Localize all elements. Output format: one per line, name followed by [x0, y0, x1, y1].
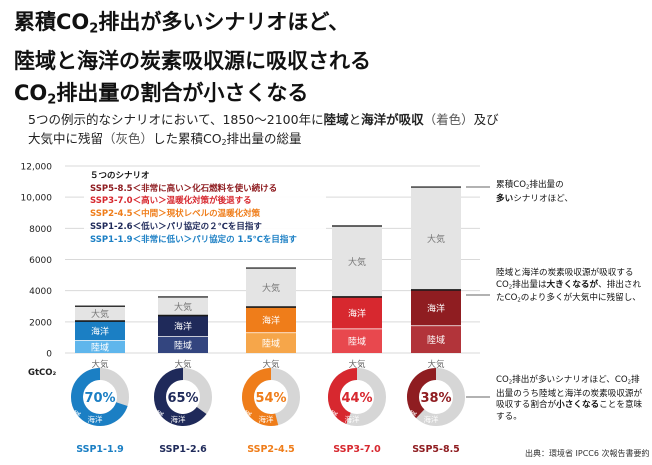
scenario-name: SSP1-1.9 — [76, 444, 124, 455]
y-tick-label: 4000 — [29, 287, 52, 297]
bar-ocean-segment — [158, 315, 208, 337]
scenario-legend: ５つのシナリオ SSP5-8.5＜非常に高い＞化石燃料を使い続ける SSP3-7… — [84, 168, 326, 249]
logo-mark — [600, 7, 646, 17]
legend-item-ssp370: SSP3-7.0＜高い＞温暖化対策が後退する — [90, 196, 252, 207]
y-tick-label: 8000 — [29, 225, 52, 235]
donut-percent-label: 54% — [255, 391, 286, 406]
chart-subtitle: 5つの例示的なシナリオにおいて、1850〜2100年に陸域と海洋が吸収（着色）及… — [28, 112, 499, 147]
scenario-name: SSP1-2.6 — [159, 444, 207, 455]
bar-land-segment — [75, 340, 125, 353]
bar-land-segment — [246, 332, 296, 353]
bar-ocean-segment — [75, 321, 125, 341]
unit-label: GtCO₂ — [28, 368, 57, 378]
scenario-name: SSP5-8.5 — [412, 444, 460, 455]
bar-ocean-segment — [332, 296, 382, 329]
donut-hole — [419, 380, 453, 414]
donut-absorbed-arc — [71, 368, 128, 426]
donut-absorbed-arc — [154, 368, 207, 426]
bar-atmosphere-label: 大気 — [348, 256, 366, 268]
legend-item-ssp245: SSP2-4.5＜中間＞現状レベルの温暖化対策 — [90, 209, 261, 220]
bar-land-label: 陸域 — [262, 337, 280, 349]
note-middle: 陸域と海洋の炭素吸収源が吸収するCO2排出量は大きくなるが、排出されたCO2のよ… — [496, 268, 642, 304]
bar-ocean-label: 海洋 — [174, 321, 192, 333]
y-tick-label: 0 — [46, 350, 52, 360]
bar-land-label: 陸域 — [427, 334, 445, 346]
bar-atmosphere-label: 大気 — [91, 308, 109, 320]
page-title: 累積CO2排出が多いシナリオほど、 陸域と海洋の炭素吸収源に吸収される CO2排… — [14, 6, 554, 117]
donut-hole — [254, 380, 288, 414]
donut-ocean-label: 海洋 — [88, 414, 103, 424]
title-line-2: 陸域と海洋の炭素吸収源に吸収される — [14, 49, 371, 74]
donut-absorbed-arc — [407, 368, 437, 419]
bar-land-label: 陸域 — [91, 341, 109, 353]
legend-item-ssp119: SSP1-1.9＜非常に低い＞パリ協定の 1.5℃を目指す — [90, 234, 297, 245]
donut-atmosphere-label: 大気 — [427, 359, 445, 370]
donut-absorbed-arc — [328, 368, 358, 424]
y-tick-label: 2000 — [29, 318, 52, 328]
donut-ocean-label: 海洋 — [171, 414, 186, 424]
bar-atmosphere-segment — [411, 187, 461, 290]
legend-heading: ５つのシナリオ — [90, 171, 150, 181]
bar-atmosphere-segment — [246, 268, 296, 308]
donut-ocean-label: 海洋 — [345, 414, 360, 424]
bar-atmosphere-segment — [332, 225, 382, 297]
donut-percent-label: 65% — [167, 391, 198, 406]
bar-land-segment — [332, 328, 382, 353]
bar-land-segment — [411, 325, 461, 353]
donut-atmosphere-label: 大気 — [91, 359, 109, 370]
bar-ocean-label: 海洋 — [348, 307, 366, 319]
bar-atmosphere-segment — [75, 306, 125, 322]
bar-ocean-label: 海洋 — [427, 302, 445, 314]
scenario-name: SSP3-7.0 — [333, 444, 381, 455]
bar-ocean-label: 海洋 — [262, 314, 280, 326]
donut-percent-label: 70% — [84, 391, 115, 406]
y-tick-label: 12,000 — [21, 163, 53, 173]
bar-ocean-segment — [246, 307, 296, 333]
bar-atmosphere-label: 大気 — [174, 301, 192, 313]
legend-item-ssp585: SSP5-8.5＜非常に高い＞化石燃料を使い続ける — [90, 183, 278, 194]
donut-absorbed-arc — [242, 368, 279, 426]
donut-hole — [83, 380, 117, 414]
title-line-3: CO2排出量の割合が小さくなる — [14, 81, 309, 108]
title-line-1: 累積CO2排出が多いシナリオほど、 — [14, 10, 350, 37]
note-top: 累積CO2排出量の 多いシナリオほど、 — [496, 180, 573, 204]
donut-atmosphere-label: 大気 — [262, 359, 280, 370]
bar-land-segment — [158, 336, 208, 353]
donut-ocean-label: 海洋 — [259, 414, 274, 424]
donut-percent-label: 38% — [420, 391, 451, 406]
scenario-name: SSP2-4.5 — [247, 444, 295, 455]
donut-hole — [166, 380, 200, 414]
donut-ocean-label: 海洋 — [424, 414, 439, 424]
bar-atmosphere-label: 大気 — [262, 282, 280, 294]
bar-land-label: 陸域 — [174, 339, 192, 351]
bar-ocean-label: 海洋 — [91, 325, 109, 337]
donut-atmosphere-label: 大気 — [174, 359, 192, 370]
donut-atmosphere-label: 大気 — [348, 359, 366, 370]
y-tick-label: 6000 — [29, 256, 52, 266]
legend-item-ssp126: SSP1-2.6＜低い＞パリ協定の２℃を目指す — [90, 221, 262, 232]
source-credit: 出典：環境省 IPCC6 次報告書要約 — [525, 449, 650, 458]
bar-land-label: 陸域 — [348, 335, 366, 347]
donut-percent-label: 44% — [341, 391, 372, 406]
bar-atmosphere-label: 大気 — [427, 233, 445, 245]
y-tick-label: 10,000 — [21, 194, 53, 204]
bar-atmosphere-segment — [158, 296, 208, 316]
donut-hole — [340, 380, 374, 414]
bar-ocean-segment — [411, 289, 461, 326]
note-bottom: CO2排出が多いシナリオほど、CO2排出量のうち陸域と海洋の炭素吸収源が吸収する… — [496, 375, 643, 422]
